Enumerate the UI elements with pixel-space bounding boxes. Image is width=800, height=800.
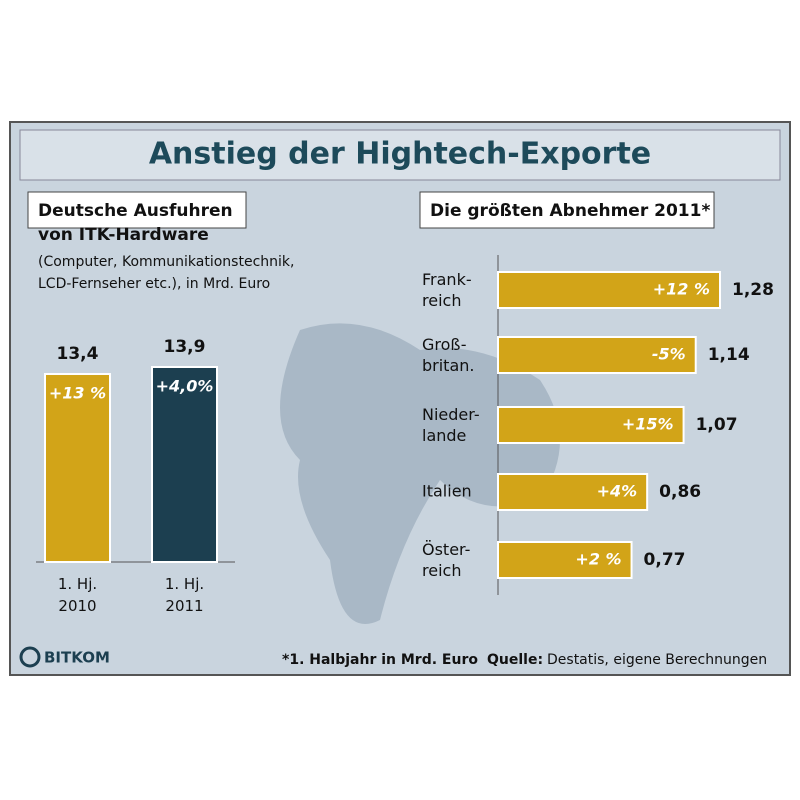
value-label: 0,86 xyxy=(659,482,701,502)
chart-subtitle: (Computer, Kommunikationstechnik, LCD-Fer… xyxy=(38,254,294,292)
change-label: +12 % xyxy=(653,280,710,299)
change-label: +4,0% xyxy=(156,377,214,396)
y-tick-label: Frank-reich xyxy=(422,270,472,310)
bar xyxy=(151,366,218,563)
bar xyxy=(497,541,633,579)
change-label: +13 % xyxy=(49,384,106,403)
value-label: 1,14 xyxy=(708,345,750,365)
right-heading-box xyxy=(419,191,715,229)
value-label: 13,4 xyxy=(57,344,99,364)
y-tick-label: Öster-reich xyxy=(422,540,470,580)
logo-icon xyxy=(19,646,41,668)
bar xyxy=(497,271,721,309)
x-tick-label: 1. Hj. 2010 xyxy=(58,575,97,615)
bar xyxy=(497,336,697,374)
map-shape xyxy=(280,323,560,624)
value-label: 13,9 xyxy=(164,337,206,357)
value-label: 1,07 xyxy=(696,415,738,435)
change-label: +2 % xyxy=(575,550,621,569)
x-tick-label: 1. Hj. 2011 xyxy=(165,575,204,615)
bar xyxy=(44,373,111,563)
y-tick-label: Italien xyxy=(422,482,472,501)
change-label: +4% xyxy=(597,482,638,501)
y-tick-label: Nieder-lande xyxy=(422,405,480,445)
footnote: *1. Halbjahr in Mrd. Euro xyxy=(282,652,478,668)
y-tick-label: Groß-britan. xyxy=(422,335,474,375)
main-title: Anstieg der Hightech-Exporte xyxy=(149,137,651,172)
value-label: 0,77 xyxy=(644,550,686,570)
title-band xyxy=(19,129,781,181)
bar xyxy=(497,406,685,444)
chart-title: Die größten Abnehmer 2011* xyxy=(430,201,710,221)
change-label: -5% xyxy=(652,345,686,364)
left-heading-box xyxy=(27,191,247,229)
bar xyxy=(497,473,649,511)
logo: BITKOM xyxy=(44,649,110,667)
change-label: +15% xyxy=(622,415,674,434)
chart-title: Deutsche Ausfuhren von ITK-Hardware xyxy=(38,201,233,245)
source-label: Quelle: xyxy=(487,652,543,668)
value-label: 1,28 xyxy=(732,280,774,300)
source: Destatis, eigene Berechnungen xyxy=(547,652,767,668)
